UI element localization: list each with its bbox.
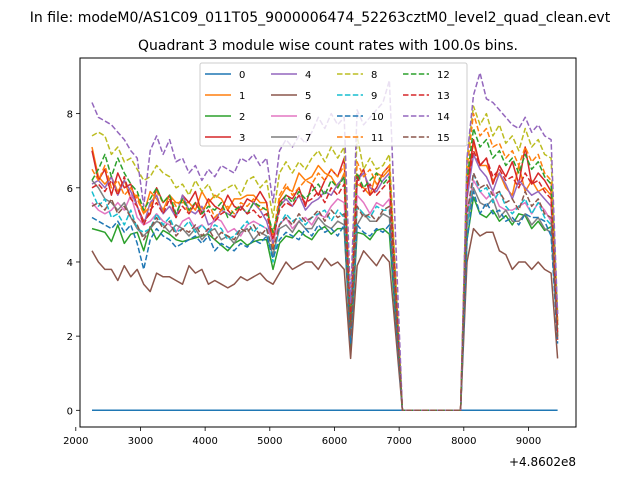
legend-label-1: 1 bbox=[239, 91, 245, 102]
series-line-15 bbox=[91, 172, 559, 412]
chart-title: Quadrant 3 module wise count rates with … bbox=[138, 38, 518, 54]
y-tick-label: 0 bbox=[67, 406, 73, 417]
legend-label-0: 0 bbox=[239, 70, 245, 81]
legend-label-2: 2 bbox=[239, 112, 245, 123]
legend-label-10: 10 bbox=[371, 112, 384, 123]
x-tick-label: 2000 bbox=[63, 436, 88, 447]
axes-layer: 2000 3000 4000 5000 6000 7000 8000 9000 0 2 4 6 8 bbox=[63, 110, 541, 447]
series-line-3 bbox=[91, 138, 559, 412]
x-tick-label: 6000 bbox=[322, 436, 347, 447]
x-tick-label: 3000 bbox=[128, 436, 153, 447]
series-line-5 bbox=[91, 227, 559, 412]
series-layer bbox=[91, 72, 559, 412]
legend-label-7: 7 bbox=[305, 133, 311, 144]
y-tick-label: 8 bbox=[67, 110, 73, 121]
x-tick-label: 9000 bbox=[516, 436, 541, 447]
x-tick-label: 8000 bbox=[451, 436, 476, 447]
y-tick-label: 2 bbox=[67, 332, 73, 343]
legend-label-12: 12 bbox=[437, 70, 450, 81]
plot-frame bbox=[79, 57, 577, 428]
chart-suptitle: In file: modeM0/AS1C09_011T05_9000006474… bbox=[30, 10, 611, 26]
series-line-12 bbox=[91, 127, 559, 412]
x-tick-label: 4000 bbox=[192, 436, 217, 447]
x-tick-label: 7000 bbox=[386, 436, 411, 447]
x-offset-label: +4.8602e8 bbox=[509, 455, 576, 469]
series-line-8 bbox=[91, 105, 559, 412]
series-line-2 bbox=[91, 196, 559, 412]
legend-label-13: 13 bbox=[437, 91, 450, 102]
series-line-13 bbox=[91, 149, 559, 412]
legend-label-11: 11 bbox=[371, 133, 384, 144]
y-tick-label: 6 bbox=[67, 184, 73, 195]
series-line-4 bbox=[91, 153, 559, 412]
legend-box bbox=[199, 62, 468, 147]
legend-label-15: 15 bbox=[437, 133, 450, 144]
legend-label-8: 8 bbox=[371, 70, 377, 81]
y-tick-label: 4 bbox=[67, 258, 73, 269]
legend-label-5: 5 bbox=[305, 91, 311, 102]
series-line-11 bbox=[91, 112, 559, 412]
legend-label-9: 9 bbox=[371, 91, 377, 102]
legend-label-3: 3 bbox=[239, 133, 245, 144]
x-tick-label: 5000 bbox=[257, 436, 282, 447]
legend-label-4: 4 bbox=[305, 70, 311, 81]
legend-label-14: 14 bbox=[437, 112, 450, 123]
legend-label-6: 6 bbox=[305, 112, 311, 123]
